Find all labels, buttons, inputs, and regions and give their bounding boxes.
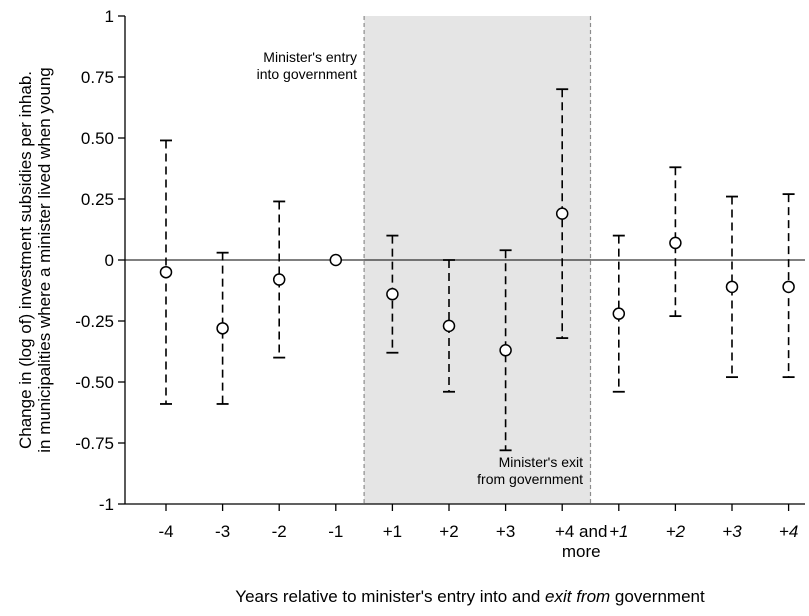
point-estimate <box>782 280 795 294</box>
point-estimate <box>499 344 512 357</box>
y-tick-label: 0.25 <box>81 190 114 209</box>
label-layer: Change in (log of) investment subsidies … <box>16 67 705 606</box>
point-estimate <box>386 287 399 301</box>
point-estimate <box>669 236 682 250</box>
y-tick-label: 0 <box>105 251 114 270</box>
x-tick-label: +3 <box>722 522 742 541</box>
x-tick-label: +1 <box>609 522 628 541</box>
x-tick-label: +4 <box>779 522 798 541</box>
point-estimate <box>216 322 229 335</box>
x-axis-label-after: government <box>610 587 705 606</box>
y-axis-label-line-2: in municipalities where a minister lived… <box>35 67 54 453</box>
x-tick-label: +1 <box>383 522 402 541</box>
x-axis-label: Years relative to minister's entry into … <box>235 587 705 606</box>
y-tick-label: -0.75 <box>75 434 114 453</box>
point-estimate <box>272 273 286 286</box>
point-estimate <box>612 307 626 320</box>
marks-layer <box>159 88 795 452</box>
x-tick-label: +2 <box>439 522 458 541</box>
x-tick-label: -1 <box>328 522 343 541</box>
point-estimate <box>725 280 739 294</box>
entry-annotation-line-1: Minister's entry <box>263 49 357 65</box>
x-tick-label: -4 <box>158 522 173 541</box>
point-estimate <box>442 319 456 333</box>
entry-annotation-line-2: into government <box>257 66 358 82</box>
x-tick-label: +2 <box>666 522 686 541</box>
axis-layer: 1 0.75 0.50 0.25 0 -0.25 -0.50 -0.75 -1 -4 -3 -2 -1 +… <box>75 7 805 561</box>
y-axis-label-line-1: Change in (log of) investment subsidies … <box>16 71 35 449</box>
x-tick-label: -2 <box>272 522 287 541</box>
x-tick-label: +3 <box>496 522 515 541</box>
annotation-layer: Minister's entry into government Ministe… <box>257 49 584 487</box>
x-tick-label: -3 <box>215 522 230 541</box>
exit-annotation-line-2: from government <box>477 471 583 487</box>
exit-annotation-line-1: Minister's exit <box>499 454 583 470</box>
point-estimate <box>329 253 343 267</box>
y-tick-label: 0.75 <box>81 68 114 87</box>
y-tick-label: -0.25 <box>75 312 114 331</box>
y-tick-label: -0.50 <box>75 373 114 392</box>
y-tick-label: 1 <box>105 7 114 26</box>
x-tick-label: +4 and <box>555 522 607 541</box>
y-tick-label: -1 <box>99 495 114 514</box>
x-axis-label-before: Years relative to minister's entry into … <box>235 587 545 606</box>
point-estimate <box>159 265 173 279</box>
point-estimate <box>555 207 569 220</box>
x-tick-label-continued: more <box>562 542 601 561</box>
x-axis-label-italic: exit from <box>545 587 610 606</box>
y-tick-label: 0.50 <box>81 129 114 148</box>
